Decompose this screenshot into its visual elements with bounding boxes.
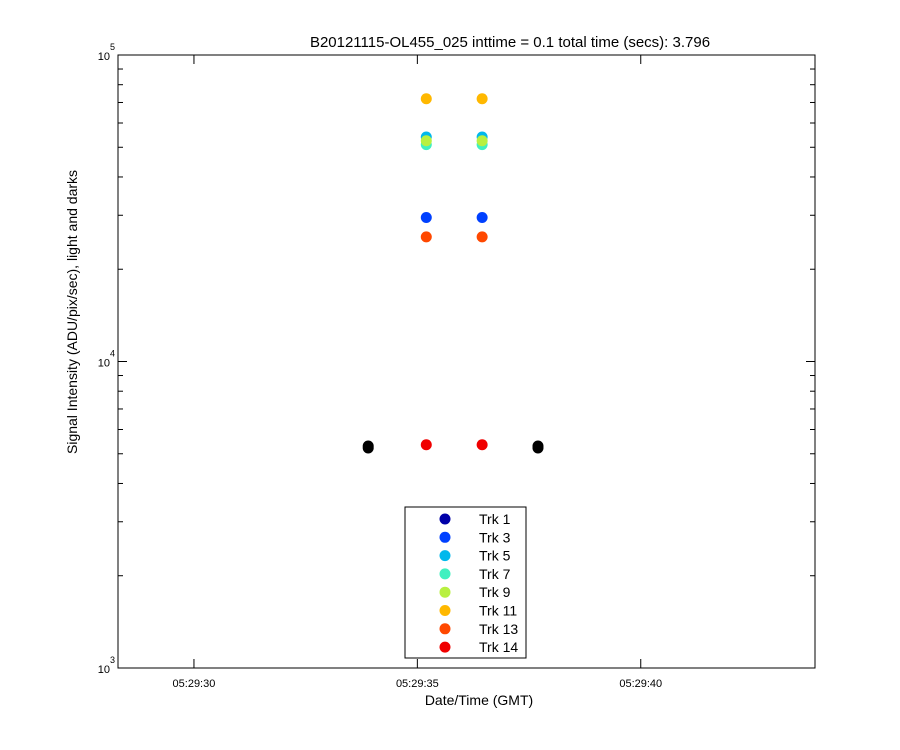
legend-box — [404, 506, 527, 659]
legend-entry-trk-5: Trk 5 — [479, 548, 511, 564]
legend-entry-trk-3: Trk 3 — [479, 529, 511, 545]
point-trk-14 — [420, 439, 432, 451]
legend-entry-trk-11: Trk 11 — [479, 603, 517, 619]
dark-point — [532, 442, 544, 454]
data-points — [362, 93, 544, 454]
axis-ticks — [118, 54, 815, 669]
dark-point — [362, 442, 374, 454]
x-tick-label: 05:29:40 — [619, 678, 662, 690]
legend-marker-trk-1 — [439, 513, 451, 525]
legend-marker-trk-9 — [439, 586, 451, 598]
legend-entry-trk-14: Trk 14 — [479, 639, 518, 655]
y-tick-label: 10 — [98, 358, 110, 370]
x-tick-label: 05:29:30 — [173, 678, 216, 690]
point-trk-13 — [420, 231, 432, 243]
legend-entry-trk-7: Trk 7 — [479, 566, 511, 582]
point-trk-14 — [476, 439, 488, 451]
legend-marker-trk-14 — [439, 641, 451, 653]
point-trk-11 — [476, 93, 488, 105]
legend-entry-trk-13: Trk 13 — [479, 621, 518, 637]
legend-marker-trk-13 — [439, 623, 451, 635]
point-trk-9 — [476, 135, 488, 147]
point-trk-3 — [420, 211, 432, 223]
point-trk-11 — [420, 93, 432, 105]
y-tick-exponent: 3 — [110, 655, 115, 665]
legend: Trk 1 Trk 3 Trk 5 Trk 7 Trk 9 Trk 11 Trk 13 Trk… — [404, 506, 527, 659]
y-tick-exponent: 5 — [110, 42, 115, 52]
legend-marker-trk-3 — [439, 531, 451, 543]
point-trk-9 — [420, 135, 432, 147]
legend-marker-trk-7 — [439, 568, 451, 580]
legend-marker-trk-11 — [439, 605, 451, 616]
y-axis-label: Signal Intensity (ADU/pix/sec), light an… — [64, 170, 80, 454]
y-tick-exponent: 4 — [110, 349, 115, 359]
x-tick-label: 05:29:35 — [396, 678, 439, 690]
point-trk-3 — [476, 211, 488, 223]
point-trk-13 — [476, 231, 488, 243]
y-tick-label: 10 — [98, 664, 110, 676]
y-tick-label: 10 — [98, 51, 110, 63]
legend-entry-trk-1: Trk 1 — [479, 511, 511, 527]
chart-title: B20121115-OL455_025 inttime = 0.1 total … — [310, 34, 710, 51]
x-axis-label: Date/Time (GMT) — [425, 692, 533, 708]
legend-entry-trk-9: Trk 9 — [479, 584, 511, 600]
legend-marker-trk-5 — [439, 550, 451, 562]
